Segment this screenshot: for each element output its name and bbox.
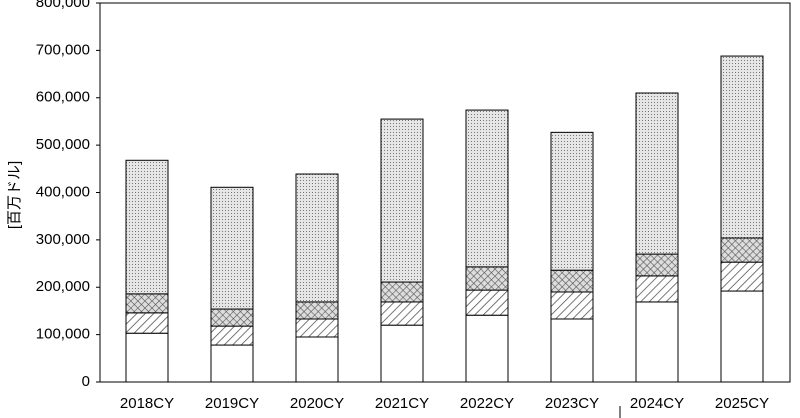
x-tick-label: 2019CY bbox=[205, 395, 259, 412]
x-tick-label: 2024CY bbox=[630, 395, 684, 412]
bar-segment bbox=[380, 324, 424, 383]
bar-segment bbox=[295, 336, 339, 383]
y-tick-label: 800,000 bbox=[36, 0, 90, 11]
bar-segment bbox=[465, 109, 509, 268]
bar-segment bbox=[125, 293, 169, 314]
bar-segment bbox=[210, 344, 254, 383]
x-tick-label: 2021CY bbox=[375, 395, 429, 412]
x-tick-label: 2020CY bbox=[290, 395, 344, 412]
bar-segment bbox=[125, 312, 169, 334]
x-tick-label: 2023CY bbox=[545, 395, 599, 412]
y-tick-label: 100,000 bbox=[36, 326, 90, 343]
bar-segment bbox=[720, 290, 764, 383]
bar-segment bbox=[295, 301, 339, 320]
bar-segment bbox=[720, 55, 764, 239]
y-tick-label: 500,000 bbox=[36, 136, 90, 153]
x-tick-label: 2025CY bbox=[715, 395, 769, 412]
bar-segment bbox=[125, 332, 169, 383]
bar-segment bbox=[465, 289, 509, 316]
bar-segment bbox=[465, 266, 509, 291]
bar-segment bbox=[550, 131, 594, 271]
y-tick-label: 600,000 bbox=[36, 89, 90, 106]
bar-segment bbox=[380, 301, 424, 326]
bar-segment bbox=[635, 301, 679, 383]
plot-frame bbox=[99, 2, 791, 383]
bar-segment bbox=[210, 308, 254, 327]
bar-segment bbox=[550, 318, 594, 383]
x-tick-label: 2022CY bbox=[460, 395, 514, 412]
bar-segment bbox=[635, 275, 679, 303]
bar-segment bbox=[550, 291, 594, 320]
bar-segment bbox=[125, 159, 169, 295]
bar-segment bbox=[380, 118, 424, 283]
bar-segment bbox=[550, 269, 594, 293]
bar-segment bbox=[380, 281, 424, 303]
bar-segment bbox=[635, 253, 679, 277]
x-tick-label: 2018CY bbox=[120, 395, 174, 412]
bar-segment bbox=[295, 173, 339, 303]
y-tick-label: 200,000 bbox=[36, 278, 90, 295]
bar-segment bbox=[465, 314, 509, 383]
bar-segment bbox=[295, 318, 339, 338]
y-tick-label: 700,000 bbox=[36, 41, 90, 58]
y-tick-label: 400,000 bbox=[36, 183, 90, 200]
bar-segment bbox=[210, 186, 254, 310]
bar-segment bbox=[635, 92, 679, 255]
y-tick-label: 300,000 bbox=[36, 231, 90, 248]
bar-segment bbox=[720, 237, 764, 263]
y-axis-label: [百万ドル] bbox=[6, 161, 23, 229]
bar-segment bbox=[720, 261, 764, 292]
bar-segment bbox=[210, 325, 254, 346]
y-tick-label: 0 bbox=[82, 373, 90, 390]
